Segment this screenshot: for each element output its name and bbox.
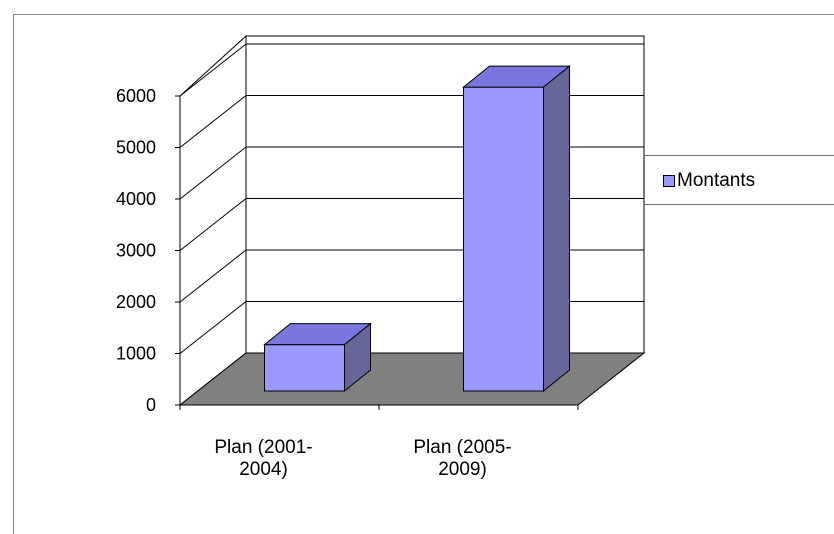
gridline-side — [179, 301, 247, 354]
gridline-side — [179, 198, 247, 251]
y-tick-label: 5000 — [116, 138, 156, 158]
y-tick-label: 0 — [146, 395, 156, 415]
side-wall-top-edge — [179, 35, 247, 97]
bar-chart: 0 1000 2000 3000 4000 5000 6000 Plan (2001-200… — [116, 35, 646, 480]
bar-side — [543, 65, 570, 393]
chart-floor — [178, 352, 646, 406]
y-tick-label: 3000 — [116, 241, 156, 261]
chart-frame — [13, 14, 834, 534]
gridline-side — [179, 43, 247, 97]
legend: Montants — [644, 155, 834, 205]
back-wall — [245, 35, 645, 354]
y-tick-label: 1000 — [116, 344, 156, 364]
chart-walls — [179, 35, 645, 354]
gridline-side — [179, 249, 247, 303]
y-tick-label: 4000 — [116, 189, 156, 209]
x-tick-label: Plan (2005-2009) — [413, 437, 511, 480]
bars — [263, 65, 571, 393]
gridline-side — [179, 95, 247, 148]
floor-plane — [178, 352, 646, 406]
gridline-side — [179, 146, 247, 200]
x-axis-ticks: Plan (2001-2004) Plan (2005-2009) — [214, 437, 511, 480]
bar-side — [344, 322, 371, 393]
y-axis-ticks: 0 1000 2000 3000 4000 5000 6000 — [116, 86, 156, 415]
x-tick-label: Plan (2001-2004) — [214, 437, 312, 480]
legend-label: Montants — [677, 170, 756, 191]
bar-front — [463, 86, 544, 392]
axes — [175, 95, 579, 410]
y-tick-label: 2000 — [116, 292, 156, 312]
y-tick-label: 6000 — [116, 86, 156, 106]
legend-swatch — [663, 175, 675, 187]
gridlines — [179, 43, 644, 406]
bar-front — [264, 344, 345, 392]
